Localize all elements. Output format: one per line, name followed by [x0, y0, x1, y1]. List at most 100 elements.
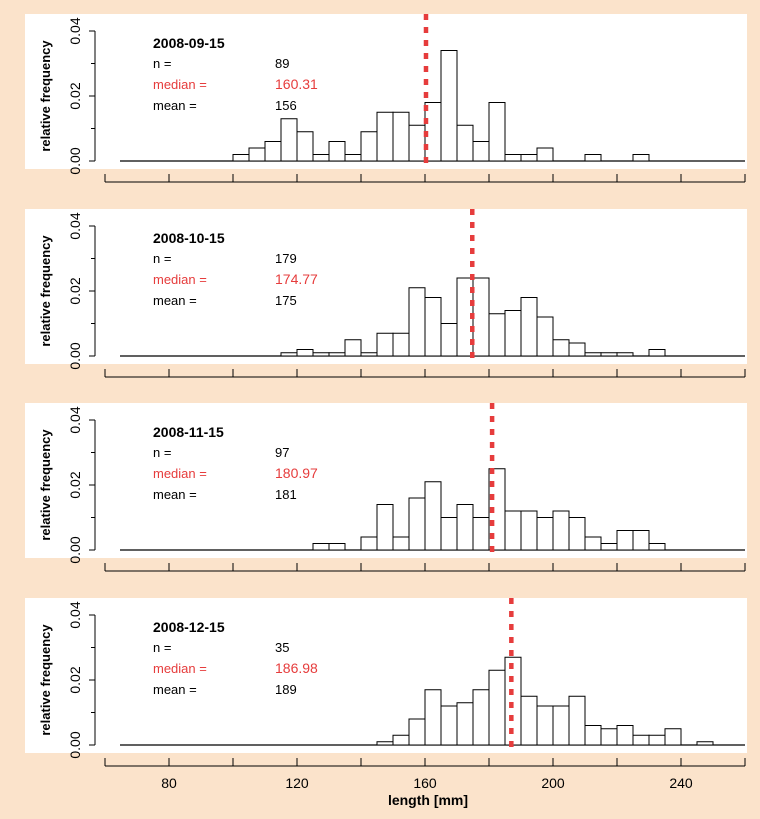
histogram-bar [376, 504, 394, 551]
y-tick-label: 0.04 [67, 212, 83, 239]
median-label: median = [153, 661, 207, 676]
histogram-bar [632, 530, 650, 551]
histogram-bar [504, 510, 522, 551]
histogram-bar [456, 504, 474, 551]
y-tick-label: 0.00 [67, 536, 83, 563]
histogram-bar [328, 141, 346, 162]
histogram-bar [616, 725, 634, 746]
histogram-bar [504, 154, 522, 162]
histogram-bar [360, 352, 378, 357]
histogram-bar [648, 349, 666, 357]
y-axis-title: relative frequency [38, 235, 53, 347]
mean-label: mean = [153, 682, 197, 697]
median-value: 180.97 [275, 465, 318, 481]
histogram-bar [408, 718, 426, 746]
histogram-bar [520, 297, 538, 357]
histogram-bar [536, 705, 554, 746]
histogram-bar [376, 111, 394, 162]
histogram-bar [488, 468, 506, 551]
histogram-bar [424, 297, 442, 357]
y-tick-label: 0.02 [67, 471, 83, 498]
n-label: n = [153, 445, 171, 460]
histogram-bar [488, 669, 506, 746]
histogram-bar [264, 141, 282, 162]
histogram-bar [456, 124, 474, 162]
histogram-bar [392, 734, 410, 746]
histogram-bar [552, 339, 570, 357]
panel-date-label: 2008-11-15 [153, 424, 224, 440]
histogram-bar [584, 536, 602, 551]
x-axis-title: length [mm] [388, 792, 468, 808]
y-tick-label: 0.00 [67, 147, 83, 174]
histogram-bar [440, 323, 458, 357]
x-tick-label: 240 [669, 775, 693, 791]
histogram-bar [408, 287, 426, 357]
y-tick-label: 0.02 [67, 666, 83, 693]
histogram-bar [616, 352, 634, 357]
histogram-bar [568, 342, 586, 357]
histogram-bar [328, 543, 346, 551]
y-tick-label: 0.00 [67, 731, 83, 758]
mean-value: 181 [275, 487, 297, 502]
histogram-bar [664, 728, 682, 746]
n-value: 97 [275, 445, 289, 460]
histogram-bar [408, 124, 426, 162]
mean-value: 189 [275, 682, 297, 697]
histogram-bar [280, 118, 298, 162]
mean-label: mean = [153, 487, 197, 502]
histogram-bar [552, 510, 570, 551]
histogram-bar [520, 695, 538, 746]
panel-date-label: 2008-12-15 [153, 619, 225, 635]
mean-label: mean = [153, 293, 197, 308]
mean-value: 156 [275, 98, 297, 113]
histogram-bar [632, 734, 650, 746]
histogram-bar [424, 481, 442, 551]
y-tick-label: 0.02 [67, 82, 83, 109]
histogram-bar [248, 147, 266, 162]
histogram-bar [376, 332, 394, 357]
histogram-bar [296, 349, 314, 357]
histogram-bar [584, 352, 602, 357]
histogram-bar [440, 517, 458, 551]
histogram-bar [600, 728, 618, 746]
y-tick-label: 0.04 [67, 17, 83, 44]
histogram-bar [632, 154, 650, 162]
y-axis-title: relative frequency [38, 40, 53, 152]
median-label: median = [153, 466, 207, 481]
mean-value: 175 [275, 293, 297, 308]
histogram-bar [600, 352, 618, 357]
histogram-bar [488, 313, 506, 357]
n-value: 89 [275, 56, 289, 71]
histogram-bar [312, 352, 330, 357]
histogram-bar [392, 111, 410, 162]
histogram-bar [360, 131, 378, 162]
y-axis-title: relative frequency [38, 624, 53, 736]
histogram-bar [424, 689, 442, 746]
histogram-bar [376, 741, 394, 746]
mean-label: mean = [153, 98, 197, 113]
n-label: n = [153, 56, 171, 71]
histogram-bar [392, 536, 410, 551]
histogram-bar [600, 543, 618, 551]
histogram-bar [296, 131, 314, 162]
histogram-bar [488, 102, 506, 162]
median-value: 160.31 [275, 76, 318, 92]
x-tick-label: 120 [285, 775, 309, 791]
histogram-bar [344, 154, 362, 162]
histogram-bar [536, 147, 554, 162]
x-tick-label: 200 [541, 775, 565, 791]
histogram-bar [696, 741, 714, 746]
histogram-bar [568, 695, 586, 746]
x-tick-label: 80 [161, 775, 177, 791]
histogram-bar [536, 517, 554, 551]
histogram-bar [280, 352, 298, 357]
y-tick-label: 0.00 [67, 342, 83, 369]
histogram-bar [472, 141, 490, 162]
y-tick-label: 0.02 [67, 277, 83, 304]
histogram-bar [520, 510, 538, 551]
histogram-bar [568, 517, 586, 551]
histogram-bar [408, 497, 426, 551]
n-value: 179 [275, 251, 297, 266]
histogram-bar [360, 536, 378, 551]
